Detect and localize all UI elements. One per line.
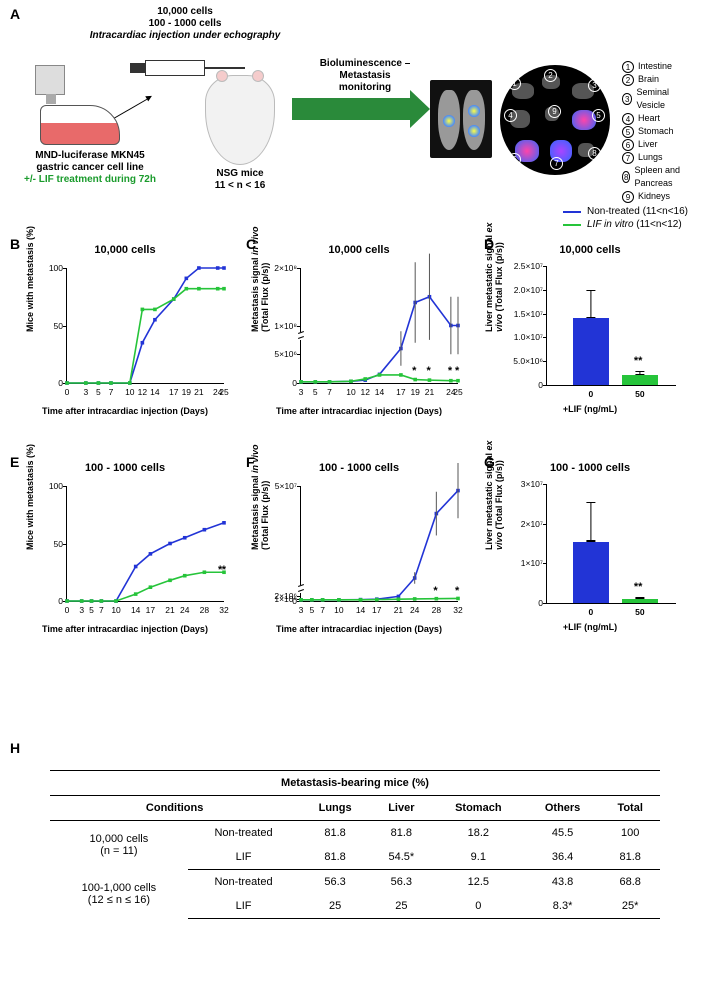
arrow-big-icon [292,98,412,120]
panel-b-xlabel: Time after intracardiac injection (Days) [20,406,230,416]
panel-f-ylabel: Metastasis signal in vivo(Total Flux (p/… [250,444,270,550]
syringe-icon [130,63,145,73]
panel-c-xlabel: Time after intracardiac injection (Days) [254,406,464,416]
organ-dish-image: 1 2 3 4 9 5 6 7 8 [500,65,610,175]
panel-b-ylabel: Mice with metastasis (%) [25,226,35,332]
mouse-label-2: 11 < n < 16 [200,180,280,191]
arrow-label-3: monitoring [295,82,435,93]
panel-g-xlabel: +LIF (ng/mL) [490,622,690,632]
flask-label-2: gastric cancer cell line [20,162,160,173]
panel-d-xlabel: +LIF (ng/mL) [490,404,690,414]
syringe-body-icon [145,60,205,76]
ultrasound-icon [35,65,65,95]
syringe-needle-icon [205,67,245,69]
flask-icon [40,105,120,145]
panel-e-label: E [10,454,19,470]
bioluminescence-image [430,80,492,158]
panel-g-ylabel: Liver metastatic signal exvivo (Total Fl… [484,440,504,550]
cell-count-2: 100 - 1000 cells [110,18,260,29]
panel-g-title: 100 - 1000 cells [490,462,690,474]
flask-label-3: +/- LIF treatment during 72h [10,174,170,185]
panel-e-chart: 100 - 1000 cells Mice with metastasis (%… [20,462,230,632]
legend-lif: LIF in vitro (11<n<12) [587,219,682,230]
panel-d-title: 10,000 cells [490,244,690,256]
panel-h-label: H [10,740,20,756]
panel-a-schematic: 10,000 cells 100 - 1000 cells Intracardi… [30,20,690,200]
arrow-label-1: Bioluminescence – [295,58,435,69]
flask-label-1: MND-luciferase MKN45 [20,150,160,161]
panel-f-title: 100 - 1000 cells [254,462,464,474]
organ-legend: 1Intestine2Brain3Seminal Vesicle4Heart5S… [622,60,690,203]
cell-count-1: 10,000 cells [110,6,260,17]
panel-d-chart: 10,000 cells Liver metastatic signal exv… [490,244,690,414]
panel-f-xlabel: Time after intracardiac injection (Days) [254,624,464,634]
series-legend: Non-treated (11<n<16) LIF in vitro (11<n… [563,206,688,232]
panel-g-chart: 100 - 1000 cells Liver metastatic signal… [490,462,690,632]
panel-h-table: Metastasis-bearing mice (%)ConditionsLun… [50,770,660,919]
panel-c-title: 10,000 cells [254,244,464,256]
panel-e-ylabel: Mice with metastasis (%) [25,444,35,550]
mouse-icon [205,75,275,165]
injection-text: Intracardiac injection under echography [60,30,310,41]
panel-b-label: B [10,236,20,252]
legend-nontreated: Non-treated (11<n<16) [587,206,688,217]
panel-a-label: A [10,6,20,22]
panel-f-chart: 100 - 1000 cells Metastasis signal in vi… [254,462,464,632]
panel-b-title: 10,000 cells [20,244,230,256]
panel-c-chart: 10,000 cells Metastasis signal in vivo(T… [254,244,464,414]
panel-b-chart: 10,000 cells Mice with metastasis (%) Ti… [20,244,230,414]
panel-e-title: 100 - 1000 cells [20,462,230,474]
panel-e-xlabel: Time after intracardiac injection (Days) [20,624,230,634]
mouse-label-1: NSG mice [200,168,280,179]
panel-c-ylabel: Metastasis signal in vivo(Total Flux (p/… [250,226,270,332]
arrow-label-2: Metastasis [295,70,435,81]
